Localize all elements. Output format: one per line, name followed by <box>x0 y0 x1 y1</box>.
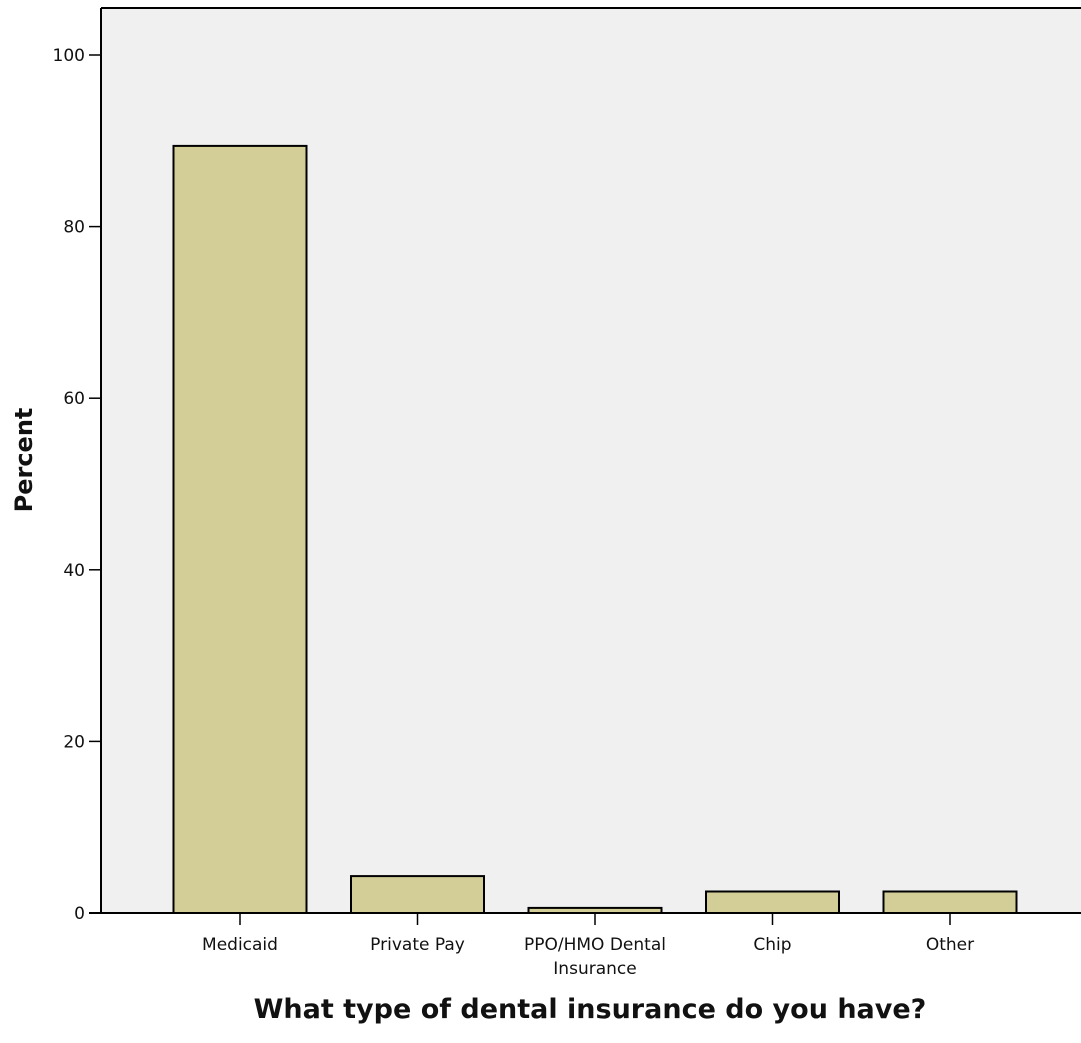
y-axis: 0 20 40 60 80 100 <box>53 7 1081 924</box>
y-axis-title: Percent <box>10 408 38 513</box>
y-tick-label: 20 <box>63 732 85 752</box>
x-axis-title: What type of dental insurance do you hav… <box>254 994 927 1025</box>
x-tick-label: Private Pay <box>370 935 465 955</box>
x-tick-label: Other <box>926 935 974 955</box>
y-tick-label: 80 <box>63 218 85 238</box>
y-tick-label: 0 <box>74 904 85 924</box>
bar <box>350 875 485 914</box>
y-tick-label: 100 <box>53 46 85 66</box>
y-tick-label: 40 <box>63 561 85 581</box>
x-tick-label: Chip <box>753 935 791 955</box>
bar <box>172 144 308 914</box>
bar <box>705 890 840 914</box>
y-tick-label: 60 <box>63 389 85 409</box>
bar <box>882 890 1018 914</box>
x-tick-label: PPO/HMO Dental Insurance <box>524 935 666 979</box>
bars-group <box>172 144 1018 915</box>
x-tick-label: Medicaid <box>202 935 278 955</box>
x-axis: Medicaid Private Pay PPO/HMO Dental Insuran… <box>89 912 1081 979</box>
